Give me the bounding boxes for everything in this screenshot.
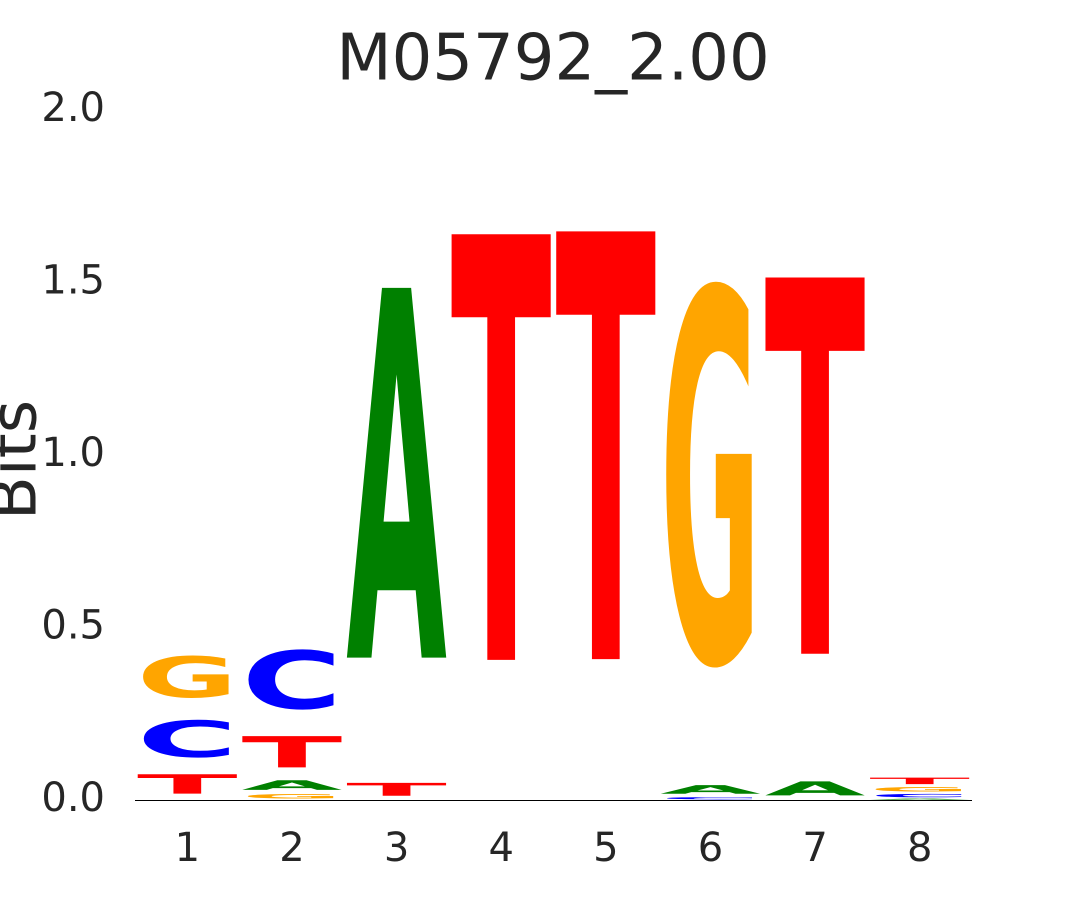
logo-letter: T	[242, 728, 343, 778]
y-tick-label: 1.5	[41, 258, 105, 304]
x-tick-label: 3	[384, 825, 409, 871]
x-tick-label: 5	[593, 825, 618, 871]
logo-letter: T	[346, 779, 447, 800]
x-tick-label: 4	[488, 825, 513, 871]
logo-letter: G	[660, 189, 761, 782]
y-axis-label: Bits	[0, 400, 52, 520]
logo-letter: G	[137, 646, 238, 711]
x-tick-label: 6	[698, 825, 723, 871]
logo-letter: A	[660, 783, 761, 797]
logo-letter: T	[451, 120, 552, 799]
logo-letter: T	[765, 176, 866, 776]
y-tick-label: 0.5	[41, 603, 105, 649]
logo-letter: A	[869, 798, 970, 800]
logo-letter: T	[556, 115, 657, 798]
logo-letter: C	[242, 635, 343, 727]
y-tick-label: 0.0	[41, 775, 105, 821]
x-tick-label: 1	[175, 825, 200, 871]
logo-letter: C	[137, 711, 238, 769]
logo-letter: G	[869, 786, 970, 793]
x-tick-label: 2	[279, 825, 304, 871]
x-tick-label: 8	[907, 825, 932, 871]
logo-letter: C	[869, 793, 970, 798]
y-tick-label: 1.0	[41, 430, 105, 476]
y-tick-label: 2.0	[41, 85, 105, 131]
chart-title: M05792_2.00	[336, 22, 769, 96]
logo-letter: T	[137, 769, 238, 800]
logo-letter: C	[660, 797, 761, 800]
logo-letter: T	[869, 776, 970, 786]
logo-letter: G	[242, 793, 343, 800]
logo-letter: A	[242, 778, 343, 794]
logo-letter: A	[765, 778, 866, 800]
x-tick-label: 7	[802, 825, 827, 871]
logo-letter: A	[346, 188, 448, 778]
